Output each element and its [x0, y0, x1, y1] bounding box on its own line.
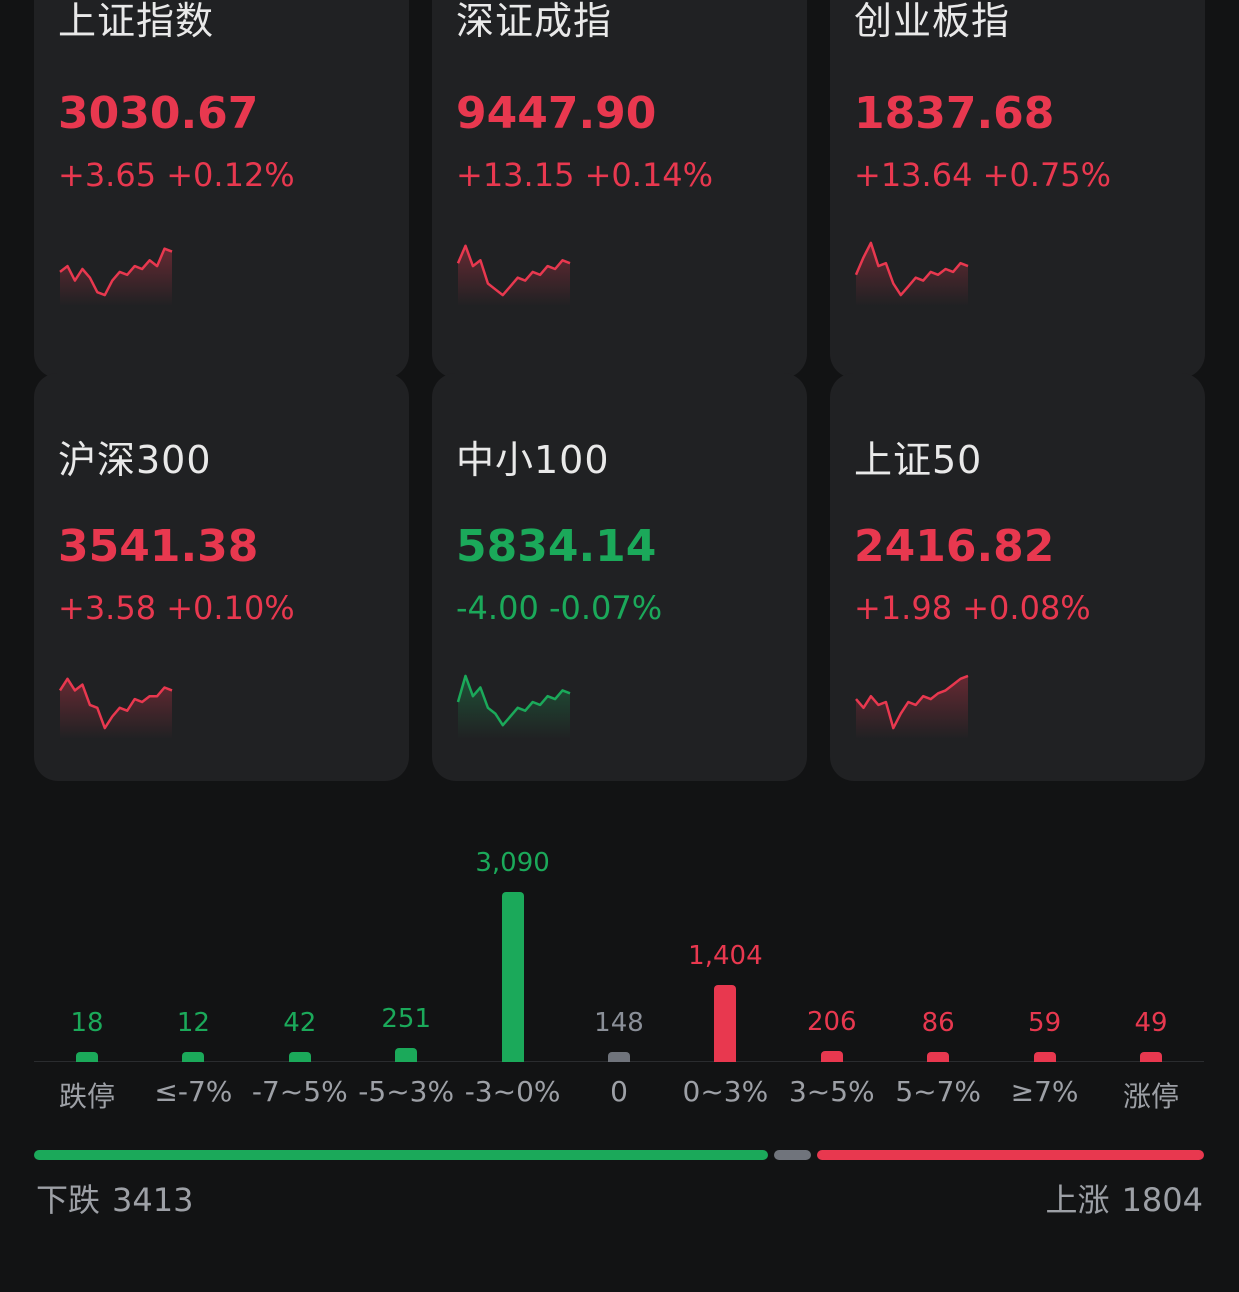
distribution-label: 跌停: [58, 1080, 115, 1113]
index-card[interactable]: 上证50 2416.82 +1.98 +0.08%: [830, 373, 1205, 781]
index-price: 9447.90: [456, 88, 657, 139]
index-change: +1.98 +0.08%: [854, 589, 1091, 627]
distribution-value: 18: [70, 1008, 104, 1038]
distribution-label: 3~5%: [788, 1075, 875, 1108]
distribution-column[interactable]: 206 3~5%: [779, 830, 885, 1130]
sparkline-chart: [855, 674, 969, 739]
distribution-label: 5~7%: [895, 1075, 982, 1108]
sparkline-area: [458, 675, 570, 739]
distribution-bar: [927, 1052, 950, 1062]
sparkline-area: [856, 242, 968, 306]
index-card[interactable]: 创业板指 1837.68 +13.64 +0.75%: [830, 0, 1205, 378]
up-count: 1804: [1121, 1181, 1203, 1219]
distribution-label: ≤-7%: [154, 1075, 233, 1108]
index-name: 创业板指: [854, 0, 1011, 43]
distribution-bar: [288, 1052, 311, 1062]
sparkline-chart: [59, 247, 173, 306]
distribution-label: -5~3%: [358, 1075, 455, 1108]
index-change: -4.00 -0.07%: [456, 589, 663, 627]
down-count-summary: 下跌 3413: [36, 1175, 193, 1221]
sparkline-chart: [456, 244, 571, 306]
index-price: 3030.67: [58, 88, 259, 139]
index-price: 2416.82: [854, 521, 1055, 572]
distribution-column[interactable]: 86 5~7%: [885, 830, 991, 1130]
distribution-value: 86: [921, 1008, 955, 1038]
distribution-bar: [1140, 1052, 1162, 1062]
sparkline-line: [855, 674, 969, 730]
index-card[interactable]: 上证指数 3030.67 +3.65 +0.12%: [34, 0, 409, 378]
sparkline-area: [60, 678, 172, 739]
index-card[interactable]: 中小100 5834.14 -4.00 -0.07%: [432, 373, 807, 781]
distribution-label: 0~3%: [682, 1075, 769, 1108]
distribution-bar: [76, 1052, 98, 1062]
index-price: 5834.14: [456, 521, 657, 572]
index-name: 上证50: [854, 438, 983, 482]
distribution-value: 12: [176, 1008, 210, 1038]
index-change: +3.65 +0.12%: [58, 156, 295, 194]
distribution-value: 42: [283, 1008, 317, 1038]
distribution-column[interactable]: 251 -5~3%: [353, 830, 459, 1130]
distribution-value: 206: [806, 1006, 857, 1037]
distribution-value: 148: [594, 1008, 644, 1038]
index-name: 上证指数: [58, 0, 215, 43]
index-change: +13.64 +0.75%: [854, 156, 1112, 194]
index-change: +13.15 +0.14%: [456, 156, 714, 194]
down-ratio-segment: [34, 1150, 769, 1160]
up-label: 上涨: [1045, 1181, 1110, 1219]
distribution-value: 3,090: [475, 848, 550, 878]
sparkline-line: [456, 674, 571, 727]
index-price: 3541.38: [58, 521, 259, 572]
up-down-ratio-bar: [34, 1150, 1204, 1162]
distribution-bar: [1033, 1052, 1056, 1062]
distribution-bar: [820, 1050, 843, 1062]
distribution-bar: [714, 984, 737, 1062]
index-change: +3.58 +0.10%: [58, 589, 295, 627]
index-name: 中小100: [456, 438, 610, 482]
distribution-column[interactable]: 18 跌停: [34, 830, 140, 1130]
distribution-label: 0: [610, 1075, 628, 1108]
distribution-bar: [182, 1052, 205, 1062]
distribution-label: -3~0%: [464, 1075, 561, 1108]
distribution-column[interactable]: 49 涨停: [1098, 830, 1204, 1130]
distribution-value: 49: [1134, 1008, 1168, 1038]
distribution-column[interactable]: 148 0: [566, 830, 672, 1130]
distribution-value: 1,404: [688, 940, 763, 971]
down-count: 3413: [112, 1181, 194, 1219]
distribution-value: 251: [381, 1004, 431, 1035]
distribution-label: -7~5%: [251, 1075, 348, 1108]
flat-ratio-segment: [774, 1150, 812, 1160]
distribution-label: ≥7%: [1010, 1075, 1079, 1108]
sparkline-chart: [854, 241, 969, 306]
index-price: 1837.68: [854, 88, 1055, 139]
sparkline-chart: [456, 674, 571, 739]
distribution-column[interactable]: 12 ≤-7%: [140, 830, 246, 1130]
up-down-distribution-chart: 18 跌停 12 ≤-7% 42 -7~5% 251 -5~3% 3,090 -3~0% 148 0 1…: [34, 830, 1204, 1130]
up-ratio-segment: [817, 1150, 1204, 1160]
sparkline-line: [59, 247, 173, 297]
sparkline-chart: [58, 677, 173, 739]
distribution-bar: [501, 892, 524, 1062]
down-label: 下跌: [36, 1181, 101, 1219]
index-card[interactable]: 深证成指 9447.90 +13.15 +0.14%: [432, 0, 807, 378]
distribution-column[interactable]: 59 ≥7%: [992, 830, 1098, 1130]
distribution-value: 59: [1028, 1008, 1062, 1038]
sparkline-line: [456, 244, 571, 297]
sparkline-line: [58, 677, 173, 730]
sparkline-line: [854, 241, 969, 297]
sparkline-area: [856, 675, 968, 739]
index-name: 沪深300: [58, 438, 212, 482]
distribution-column[interactable]: 42 -7~5%: [247, 830, 353, 1130]
sparkline-area: [458, 245, 570, 306]
index-card[interactable]: 沪深300 3541.38 +3.58 +0.10%: [34, 373, 409, 781]
distribution-bar: [608, 1052, 630, 1062]
up-count-summary: 上涨 1804: [1046, 1175, 1203, 1221]
distribution-bar: [395, 1048, 418, 1062]
distribution-label: 涨停: [1122, 1080, 1179, 1113]
distribution-column[interactable]: 3,090 -3~0%: [460, 830, 566, 1130]
index-name: 深证成指: [456, 0, 613, 43]
distribution-column[interactable]: 1,404 0~3%: [672, 830, 778, 1130]
